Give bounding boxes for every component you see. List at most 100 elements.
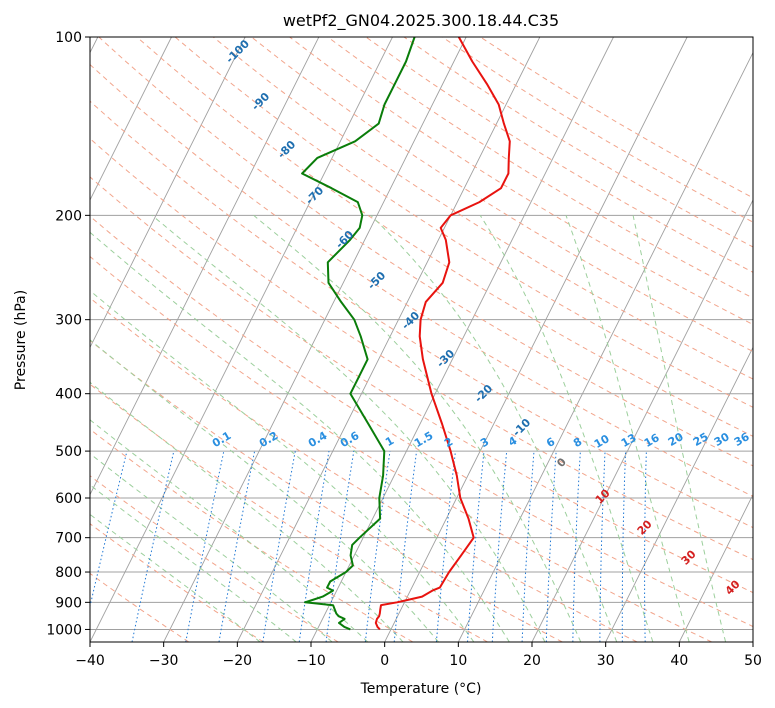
mixing-ratio-line	[491, 451, 508, 642]
moist-adiabat-label: 20	[635, 517, 655, 537]
dry-adiabat-label: -70	[303, 184, 326, 207]
isotherm-line	[752, 640, 753, 642]
mixing-ratio-label: 1	[383, 434, 396, 449]
dry-adiabat-line	[212, 37, 753, 380]
mixing-ratio-line	[393, 451, 418, 642]
moist-adiabat-line	[632, 215, 727, 642]
dry-adiabat-line	[90, 176, 753, 594]
dry-adiabat-line	[90, 297, 638, 642]
dry-adiabat-line	[90, 572, 190, 642]
y-tick-label: 900	[55, 595, 82, 611]
mixing-ratio-line	[325, 451, 355, 642]
dry-adiabat-label: -100	[223, 37, 252, 66]
dry-adiabat-line	[90, 428, 414, 642]
mixing-ratio-line	[621, 451, 627, 642]
dry-adiabat-line	[327, 37, 753, 299]
moist-adiabat-line	[479, 215, 654, 642]
dry-adiabat-line	[365, 37, 753, 273]
moist-adiabat-line	[90, 453, 333, 642]
mixing-ratio-line	[644, 451, 647, 642]
isotherm-line	[90, 37, 172, 202]
mixing-ratio-line	[467, 451, 485, 642]
x-tick-label: 30	[597, 653, 615, 669]
dry-adiabat-label: -90	[249, 90, 272, 113]
mixing-ratio-line	[599, 451, 606, 642]
isotherm-line	[531, 198, 753, 642]
moist-adiabat-line	[370, 214, 618, 642]
dry-adiabat-line	[480, 37, 753, 199]
background-grid	[90, 37, 753, 642]
isotherm-line	[90, 37, 320, 496]
mixing-ratio-label: 0.1	[210, 429, 233, 450]
x-tick-label: 10	[449, 653, 467, 669]
dry-adiabat-line	[90, 100, 753, 529]
dry-adiabat-line	[90, 63, 753, 497]
dry-adiabat-line	[90, 255, 712, 642]
mixing-ratio-label: 0.6	[338, 429, 362, 450]
moist-adiabat-label: 0	[554, 455, 569, 470]
sounding-profiles	[301, 37, 511, 631]
x-tick-label: 50	[744, 653, 762, 669]
moist-adiabat-line	[90, 484, 297, 642]
isotherm-line	[457, 51, 753, 642]
dry-adiabat-line	[90, 137, 753, 561]
axes: −40 −30 −20 −10 0 10 20 30 40 5010009008007006005…	[46, 30, 762, 669]
mixing-ratio-label: 8	[571, 435, 584, 450]
mixing-ratio-label: 10	[592, 432, 612, 451]
dewpoint-profile	[301, 37, 416, 631]
mixing-ratio-label: 20	[666, 430, 686, 449]
mixing-ratio-label: 0.2	[257, 429, 280, 450]
moist-adiabat-label: 10	[593, 486, 613, 506]
moist-adiabat-line	[253, 214, 582, 642]
moist-adiabat-line	[90, 231, 510, 642]
y-tick-label: 800	[55, 565, 82, 581]
mixing-ratio-line	[218, 451, 256, 642]
y-tick-label: 1000	[46, 622, 82, 638]
dry-adiabat-line	[90, 475, 339, 642]
moist-adiabat-label: 40	[723, 577, 743, 597]
isotherm-line	[90, 37, 246, 349]
dry-adiabat-line	[136, 37, 753, 437]
mixing-ratio-line	[435, 451, 456, 642]
dry-adiabat-line	[251, 37, 753, 353]
line-labels: -100-90-80-70-60-50-40-30-20-100.1 0.2 0.4…	[210, 37, 752, 598]
y-tick-label: 600	[55, 491, 82, 507]
mixing-ratio-label: 36	[732, 430, 752, 449]
mixing-ratio-line	[131, 450, 175, 642]
dry-adiabat-line	[90, 383, 488, 642]
y-tick-label: 700	[55, 531, 82, 547]
isotherm-line	[384, 37, 688, 642]
moist-adiabat-line	[90, 381, 404, 642]
x-axis-label: Temperature (°C)	[360, 681, 482, 697]
x-tick-label: 0	[380, 653, 389, 669]
y-tick-label: 400	[55, 387, 82, 403]
dry-adiabat-line	[403, 37, 753, 248]
isotherm-line	[678, 493, 753, 642]
plot-frame	[89, 36, 754, 643]
y-axis-label: Pressure (hPa)	[13, 290, 29, 390]
dry-adiabat-label: -50	[365, 269, 388, 292]
moist-adiabat-line	[565, 215, 690, 642]
dry-adiabat-line	[90, 215, 753, 628]
moist-adiabat-line	[90, 513, 261, 642]
x-tick-label: 40	[670, 653, 688, 669]
mixing-ratio-line	[298, 451, 330, 642]
dry-adiabat-label: -80	[275, 138, 298, 161]
mixing-ratio-label: 25	[691, 430, 711, 449]
moist-adiabat-line	[151, 214, 546, 642]
moist-adiabat-line	[90, 290, 475, 642]
mixing-ratio-label: 2	[442, 435, 455, 450]
chart-title: wetPf2_GN04.2025.300.18.44.C35	[283, 11, 559, 31]
isotherm-line	[236, 37, 541, 642]
y-tick-label: 300	[55, 313, 82, 329]
isotherm-line	[90, 37, 393, 642]
x-tick-label: −30	[149, 653, 179, 669]
y-tick-label: 100	[55, 30, 82, 46]
x-tick-label: 20	[523, 653, 541, 669]
y-tick-label: 200	[55, 208, 82, 224]
mixing-ratio-line	[185, 451, 225, 642]
dry-adiabat-line	[90, 339, 563, 642]
mixing-ratio-line	[364, 451, 391, 642]
mixing-ratio-line	[90, 450, 128, 609]
